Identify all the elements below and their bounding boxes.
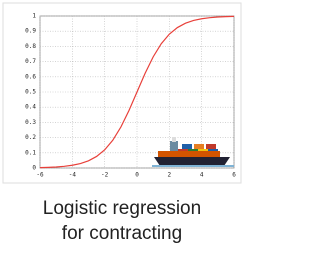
y-tick-label: 0.3 xyxy=(25,119,36,126)
y-tick-label: 0.1 xyxy=(25,149,36,156)
x-tick-label: -2 xyxy=(101,172,109,179)
y-tick-label: 0.7 xyxy=(25,58,36,65)
chart: Logistic regression for contracting 0 0.1… xyxy=(0,0,244,257)
page: {"chart_data": {"type": "line", "title":… xyxy=(0,0,320,257)
caption: Logistic regression xyxy=(43,198,201,219)
x-tick-label: -4 xyxy=(69,172,77,179)
x-tick-label: 0 xyxy=(135,172,139,179)
y-tick-label: 0.6 xyxy=(25,73,36,80)
y-tick-label: 0.2 xyxy=(25,134,36,141)
y-tick-label: 1 xyxy=(32,13,36,20)
caption: for contracting xyxy=(62,223,182,244)
y-tick-label: 0.9 xyxy=(25,28,36,35)
x-tick-label: -6 xyxy=(36,172,44,179)
y-tick-label: 0.5 xyxy=(25,89,36,96)
x-tick-label: 4 xyxy=(200,172,204,179)
y-tick-label: 0 xyxy=(32,165,36,172)
y-tick-label: 0.8 xyxy=(25,43,36,50)
y-tick-label: 0.4 xyxy=(25,104,36,111)
x-tick-label: 6 xyxy=(232,172,236,179)
x-tick-label: 2 xyxy=(168,172,172,179)
